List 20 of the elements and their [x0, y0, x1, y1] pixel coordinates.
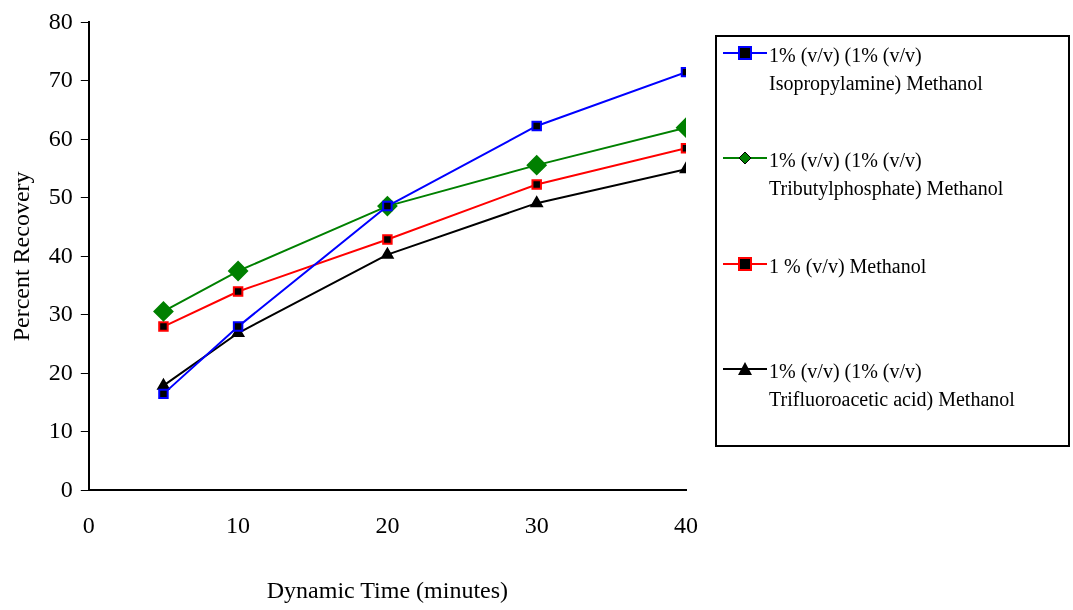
y-tick-label: 60	[48, 124, 73, 151]
y-axis-title: Percent Recovery	[7, 171, 34, 342]
y-tick-label: 20	[48, 358, 73, 385]
y-tick-label: 40	[48, 241, 73, 268]
legend-label: 1% (v/v) (1% (v/v) Tributylphosphate) Methanol	[769, 148, 1005, 202]
legend-label: 1% (v/v) (1% (v/v) Isopropylamine) Methanol	[769, 43, 984, 97]
y-tick-label: 80	[48, 7, 73, 34]
y-tick-label: 50	[48, 183, 73, 210]
y-tick-label: 70	[48, 66, 73, 93]
x-tick-label: 10	[226, 512, 251, 539]
y-tick-label: 10	[48, 417, 73, 444]
x-tick-label: 20	[375, 512, 400, 539]
x-tick-label: 0	[82, 512, 95, 539]
x-tick-label: 40	[674, 512, 698, 539]
y-tick-label: 30	[48, 300, 73, 327]
x-tick-label: 30	[524, 512, 549, 539]
legend-label: 1 % (v/v) Methanol	[769, 253, 927, 280]
legend-label: 1% (v/v) (1% (v/v) Trifluoroacetic acid) Methanol	[769, 359, 1016, 413]
x-axis-title: Dynamic Time (minutes)	[266, 576, 509, 603]
y-tick-label: 0	[60, 475, 73, 502]
